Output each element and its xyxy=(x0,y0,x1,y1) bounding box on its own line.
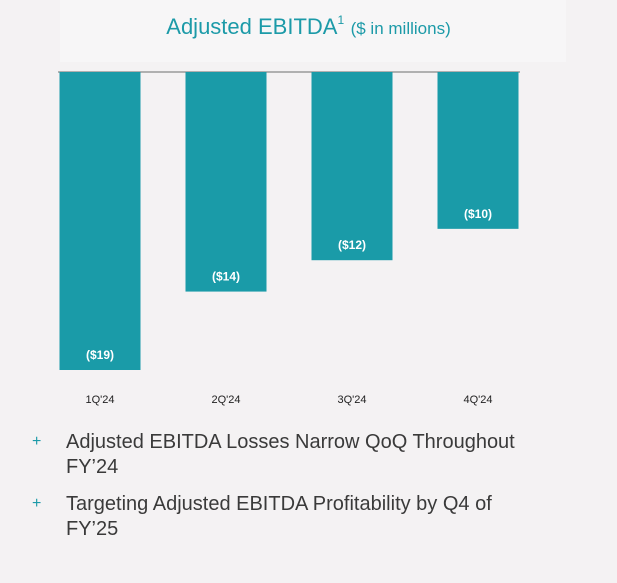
bar-chart: ($19) 1Q'24 ($14) 2Q'24 ($12) 3Q'24 ($10) 4Q'24 xyxy=(58,71,520,406)
title-band xyxy=(60,0,566,62)
plus-icon: + xyxy=(32,433,42,450)
bar-4 xyxy=(437,72,519,229)
x-tick-label-4: 4Q'24 xyxy=(463,394,492,406)
bullet-item-2: + Targeting Adjusted EBITDA Profitabilit… xyxy=(32,492,592,542)
bullet-list: + Adjusted EBITDA Losses Narrow QoQ Thro… xyxy=(32,430,592,554)
bullet-text-1: Adjusted EBITDA Losses Narrow QoQ Throug… xyxy=(66,431,515,478)
chart-subtitle: ($ in millions) xyxy=(350,19,451,38)
data-label-1: ($19) xyxy=(86,348,114,362)
bar-1 xyxy=(59,72,141,370)
data-label-4: ($10) xyxy=(464,207,492,221)
chart-title: Adjusted EBITDA1 ($ in millions) xyxy=(0,13,617,40)
bar-2 xyxy=(185,72,267,292)
data-label-3: ($12) xyxy=(338,238,366,252)
x-tick-label-3: 3Q'24 xyxy=(337,394,366,406)
chart-title-main: Adjusted EBITDA xyxy=(166,14,338,39)
x-tick-label-2: 2Q'24 xyxy=(211,394,240,406)
data-label-2: ($14) xyxy=(212,270,240,284)
plus-icon: + xyxy=(32,495,42,512)
bullet-text-2: Targeting Adjusted EBITDA Profitability … xyxy=(66,493,492,540)
bar-3 xyxy=(311,72,393,261)
bullet-item-1: + Adjusted EBITDA Losses Narrow QoQ Thro… xyxy=(32,430,592,480)
chart-title-footnote-marker: 1 xyxy=(337,13,345,27)
x-tick-label-1: 1Q'24 xyxy=(85,394,114,406)
